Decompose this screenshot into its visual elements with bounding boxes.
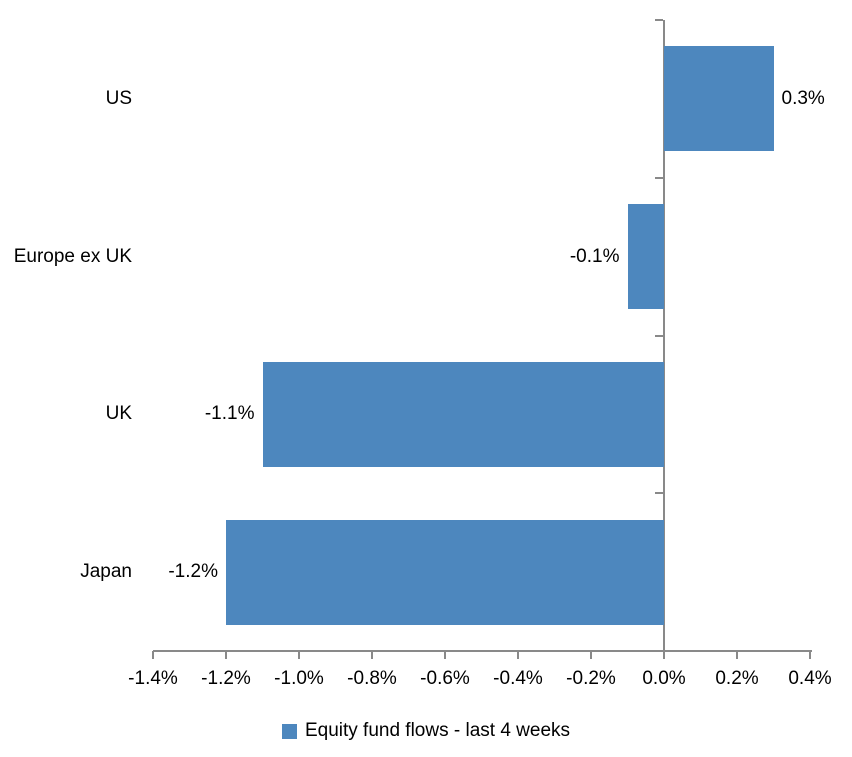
bar-us: [664, 46, 774, 152]
x-axis-tick: [663, 651, 665, 659]
x-tick-label: -1.4%: [128, 668, 178, 689]
x-axis-tick: [517, 651, 519, 659]
category-label: UK: [105, 403, 132, 425]
bar-japan: [226, 519, 664, 625]
x-axis-tick: [298, 651, 300, 659]
bar-value-label: -1.2%: [168, 561, 218, 583]
x-tick-label: -1.2%: [201, 668, 251, 689]
x-tick-label: -0.4%: [493, 668, 543, 689]
x-tick-label: -0.2%: [566, 668, 616, 689]
y-axis-line: [663, 20, 665, 659]
x-axis-tick: [225, 651, 227, 659]
y-axis-tick: [655, 19, 663, 21]
x-axis-tick: [809, 651, 811, 659]
x-tick-label: 0.0%: [642, 668, 686, 689]
x-axis-tick: [444, 651, 446, 659]
bar-europe-ex-uk: [627, 204, 664, 310]
x-tick-label: 0.4%: [788, 668, 832, 689]
y-axis-tick: [655, 334, 663, 337]
x-tick-label: -0.8%: [347, 668, 397, 689]
y-axis-tick: [655, 492, 663, 495]
x-axis-tick: [736, 651, 738, 659]
x-axis-line: [153, 650, 812, 652]
category-label: US: [105, 87, 132, 109]
x-axis-tick: [590, 651, 592, 659]
legend-label: Equity fund flows - last 4 weeks: [304, 720, 571, 741]
x-tick-label: 0.2%: [715, 668, 759, 689]
x-tick-label: -0.6%: [420, 668, 470, 689]
bar-value-label: 0.3%: [781, 87, 825, 109]
x-axis-tick: [152, 651, 154, 659]
category-label: Japan: [80, 561, 132, 583]
x-tick-label: -1.0%: [274, 668, 324, 689]
bar-value-label: -0.1%: [569, 245, 620, 267]
y-axis-tick: [655, 176, 663, 179]
legend-swatch-icon: [281, 723, 297, 739]
x-axis-tick: [371, 651, 373, 659]
bar-value-label: -1.1%: [204, 403, 255, 425]
category-label: Europe ex UK: [13, 245, 132, 267]
bar-uk: [262, 361, 664, 467]
legend: Equity fund flows - last 4 weeks: [0, 715, 852, 747]
